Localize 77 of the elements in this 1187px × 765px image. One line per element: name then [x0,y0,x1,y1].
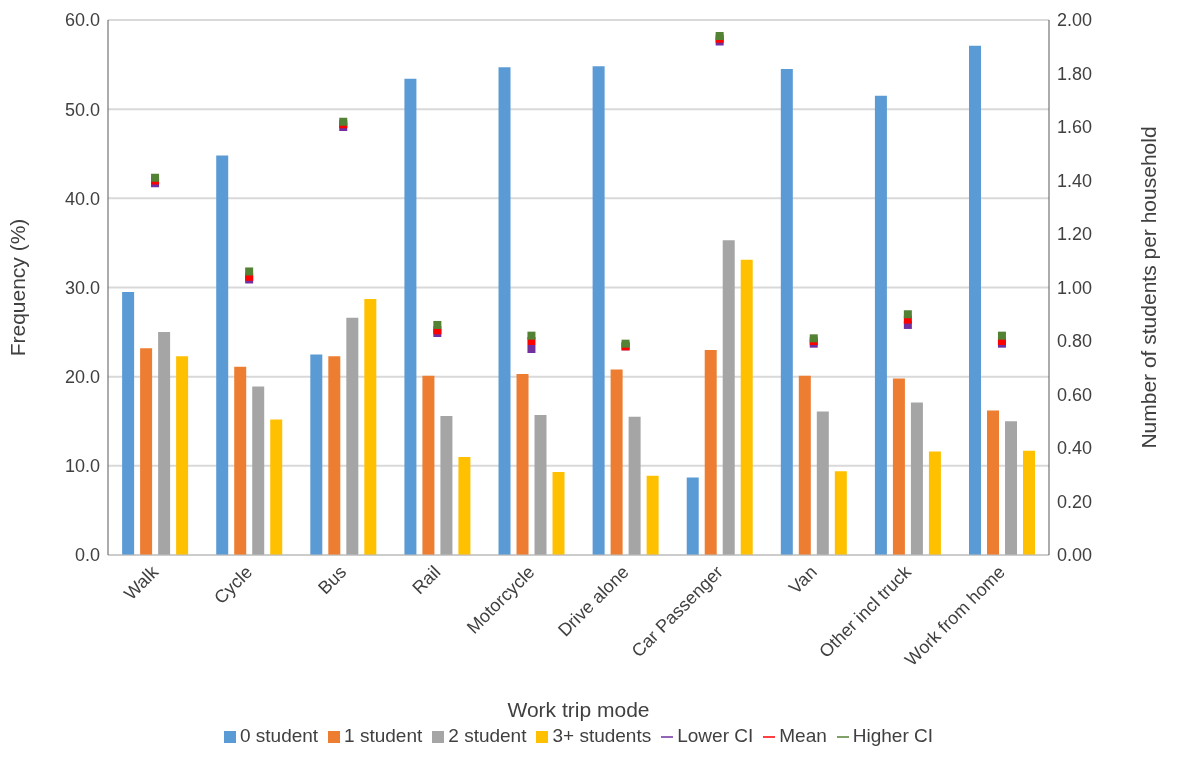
bar [122,291,135,555]
bar [704,349,717,555]
y-tick-label: 40.0 [64,188,100,209]
bar [686,477,699,555]
point [433,320,442,329]
bar [404,78,417,555]
x-axis-title: Work trip mode [507,698,650,721]
bar [1023,450,1036,555]
y2-tick-label: 0.00 [1057,545,1093,566]
y2-tick-label: 0.80 [1057,331,1093,352]
bar [610,369,623,555]
bar [176,356,189,555]
legend-label: Mean [779,725,827,746]
y2-axis-title: Number of students per household [1137,126,1161,449]
point [527,331,536,340]
bar [328,356,341,555]
bar [534,415,547,555]
y-tick-label: 50.0 [64,99,100,120]
bar [592,66,605,555]
y-axis-title: Frequency (%) [6,218,30,357]
point [245,267,254,276]
bar [346,317,359,555]
bar [552,472,565,555]
bar [816,411,829,555]
bar [234,366,247,555]
x-tick-label: Bus [314,561,351,599]
legend-label: 3+ students [552,725,652,746]
y2-tick-label: 1.20 [1057,224,1093,245]
point [527,345,536,354]
y2-tick-label: 0.40 [1057,438,1093,459]
x-tick-label: Rail [408,561,445,598]
bar [834,471,847,555]
legend-label: Higher CI [852,725,934,746]
bar [987,410,1000,555]
bar [740,259,753,555]
bar [252,386,265,555]
y-tick-label: 30.0 [64,277,100,298]
legend-label: 0 student [239,725,319,746]
bar [928,451,941,555]
bar [498,67,511,555]
x-tick-label: Van [784,561,821,598]
bar [780,69,793,555]
bar [910,402,923,555]
point [997,331,1006,340]
bar [798,375,811,555]
legend-label: 2 student [448,725,527,746]
bar [892,378,905,555]
legend-label: 1 student [344,725,423,746]
bar [458,456,471,555]
bar [874,95,887,555]
y-tick-label: 0.0 [74,545,100,566]
bar [422,375,435,555]
bar [364,299,377,555]
bar [969,45,982,555]
y-tick-label: 20.0 [64,367,100,388]
y2-tick-label: 0.60 [1057,384,1093,405]
bar [1005,421,1018,555]
bar [628,416,641,555]
point [903,310,912,319]
y2-tick-label: 1.80 [1057,63,1093,84]
y-tick-label: 60.0 [64,10,100,31]
y2-tick-label: 2.00 [1057,10,1093,31]
bar [516,373,529,555]
y-tick-label: 10.0 [64,456,100,477]
bar [310,354,323,555]
bar [140,348,153,555]
y2-tick-label: 1.60 [1057,117,1093,138]
bar [270,419,283,555]
bar [722,240,735,555]
y2-tick-label: 1.00 [1057,277,1093,298]
bar [158,332,171,555]
legend-label: Lower CI [677,725,754,746]
y2-tick-label: 0.20 [1057,491,1093,512]
bar [216,155,229,555]
bar [440,415,453,555]
bar [646,475,659,555]
y2-tick-label: 1.40 [1057,170,1093,191]
